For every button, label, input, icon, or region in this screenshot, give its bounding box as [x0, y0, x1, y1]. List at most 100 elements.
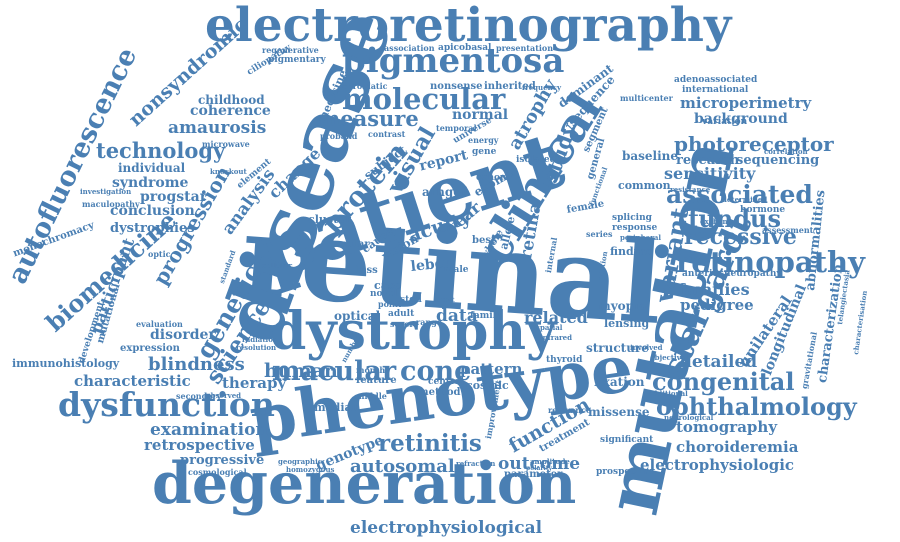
word-cluster: cluster: [308, 213, 351, 226]
word-cosmological: cosmological: [188, 467, 247, 477]
word-research: research: [676, 153, 740, 168]
word-dysfunction: dysfunction: [58, 385, 275, 424]
word-myopia: myopia: [598, 299, 647, 313]
word-international: international: [682, 85, 749, 95]
word-pigmentosa: pigmentosa: [342, 41, 565, 81]
word-central: central: [428, 377, 464, 387]
word-evaluation: evaluation: [136, 319, 183, 329]
word-detailed: detailed: [680, 352, 758, 372]
word-assessment: assessment: [762, 225, 814, 235]
word-sequencing: sequencing: [736, 153, 820, 168]
word-baseline: baseline: [622, 149, 679, 163]
word-maculopathy: maculopathy: [82, 199, 140, 209]
word-case: case: [374, 279, 402, 292]
word-optic: optic: [148, 249, 171, 259]
word-molecular: molecular: [342, 82, 506, 116]
word-splicing: splicing: [612, 213, 652, 223]
word-characterisation: characterisation: [851, 289, 869, 356]
word-resolution: resolution: [236, 343, 277, 352]
word-conclusion: conclusion: [110, 203, 195, 219]
word-cosmic: cosmic: [466, 379, 509, 392]
word-retinitis: retinitis: [378, 430, 482, 457]
word-choroideremia: choroideremia: [676, 438, 799, 456]
word-ophthalmology: ophthalmology: [656, 392, 857, 421]
word-immunohistology: immunohistology: [12, 357, 120, 370]
word-lensing: lensing: [604, 317, 650, 330]
word-temporal: temporal: [436, 123, 477, 133]
word-syndrome: syndrome: [112, 175, 189, 191]
word-determined: determined: [722, 195, 768, 204]
word-investigation: investigation: [80, 187, 132, 196]
word-tomography: tomography: [676, 418, 778, 436]
word-frequency: frequency: [522, 83, 562, 92]
word-radiation: radiation: [242, 335, 278, 344]
word-gene: gene: [472, 147, 497, 157]
word-resistance: resistance: [670, 185, 711, 194]
word-characteristic: characteristic: [74, 372, 191, 390]
word-congenital: congenital: [652, 367, 795, 396]
word-amplitude: amplitude: [530, 457, 570, 466]
word-male: male: [444, 265, 469, 275]
word-associated: associated: [666, 180, 813, 209]
word-observed: observed: [206, 391, 242, 400]
word-coherence: coherence: [190, 103, 271, 119]
word-point: point: [378, 299, 402, 309]
word-blindness: blindness: [148, 354, 245, 375]
word-microwave: microwave: [202, 139, 250, 149]
word-secondary: secondary: [176, 391, 222, 401]
word-retinopathy: retinopathy: [676, 245, 865, 279]
word-individual: individual: [118, 161, 186, 175]
word-spatial: spatial: [536, 323, 563, 332]
word-variation: variation: [702, 117, 748, 127]
word-fixation: fixation: [594, 375, 645, 389]
word-hormone: hormone: [740, 205, 786, 215]
word-ocular: ocular: [334, 239, 370, 250]
word-photoreceptor: photoreceptor: [674, 132, 834, 156]
word-finding: finding: [610, 245, 654, 258]
word-common: common: [618, 179, 671, 192]
word-human: human: [264, 360, 338, 382]
word-data: data: [436, 306, 478, 326]
word-dystrophies: dystrophies: [110, 221, 195, 236]
word-electrophysiological: electrophysiological: [350, 518, 543, 538]
word-stgd: stgd: [400, 295, 422, 305]
word-series: series: [586, 229, 613, 239]
word-energy: energy: [468, 135, 499, 145]
word-nonsense: nonsense: [430, 81, 483, 92]
word-severe: severe: [390, 319, 419, 329]
word-sensitivity: sensitivity: [664, 164, 756, 183]
word-novel: novel: [370, 289, 397, 299]
word-cone: cone: [400, 356, 472, 387]
word-proband: proband: [320, 131, 358, 141]
word-relevance: relevance: [548, 405, 592, 415]
word-isolated: isolated: [516, 155, 556, 165]
word-technology: technology: [96, 138, 226, 163]
word-anterior: anterior: [682, 269, 724, 279]
word-thyroid: thyroid: [546, 355, 583, 365]
word-parameter: parameter: [504, 469, 563, 480]
word-short: short: [434, 295, 455, 304]
word-exchange: exchange: [700, 217, 737, 226]
word-refraction: refraction: [456, 459, 496, 468]
word-families: families: [678, 280, 750, 299]
word-feature: feature: [356, 375, 397, 386]
word-macular: macular: [272, 356, 397, 387]
word-amaurosis: amaurosis: [168, 118, 267, 138]
word-prospective: prospective: [596, 467, 655, 477]
word-microperimetry: microperimetry: [680, 94, 812, 112]
word-disorder: disorder: [150, 327, 216, 343]
word-optical: optical: [334, 309, 381, 323]
word-best: best: [472, 235, 496, 246]
word-expression: expression: [120, 343, 180, 354]
word-month: month: [356, 365, 386, 375]
word-response: response: [612, 223, 658, 233]
word-electroretinography: electroretinography: [205, 0, 732, 53]
word-structure: structure: [586, 341, 649, 355]
word-adenoassociated: adenoassociated: [674, 75, 758, 85]
word-childhood: childhood: [198, 93, 265, 107]
word-median: median: [314, 401, 360, 414]
word-retrospective: retrospective: [144, 436, 255, 454]
word-electrophysiologic: electrophysiologic: [640, 456, 795, 474]
word-significant: significant: [600, 435, 654, 445]
word-progstar: progstar: [140, 189, 208, 205]
